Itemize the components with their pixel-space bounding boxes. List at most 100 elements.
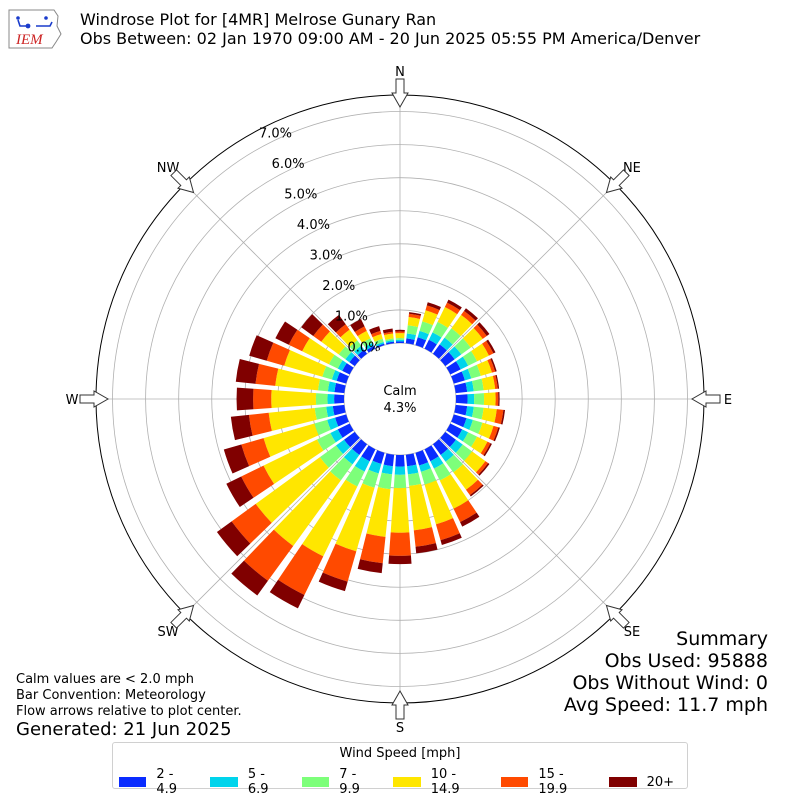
- windrose-bar-segment: [338, 346, 352, 360]
- windrose-bar-segment: [366, 345, 376, 353]
- windrose-bar-segment: [451, 314, 473, 337]
- legend-swatch: [393, 777, 421, 787]
- windrose-bar-segment: [454, 382, 468, 394]
- grid-spoke: [439, 183, 616, 360]
- windrose-bar-segment: [340, 329, 358, 347]
- windrose-bar-segment: [407, 464, 419, 475]
- windrose-bar-segment: [284, 349, 327, 377]
- windrose-bar-segment: [444, 302, 460, 315]
- windrose-bar-segment: [461, 310, 476, 325]
- windrose-bar-segment: [405, 338, 415, 345]
- windrose-bar-segment: [413, 527, 436, 547]
- windrose-bar-segment: [498, 392, 500, 406]
- windrose-bar-segment: [428, 332, 442, 345]
- windrose-bar-segment: [384, 333, 394, 340]
- windrose-bar-segment: [302, 338, 335, 365]
- windrose-bar-segment: [253, 388, 272, 410]
- radial-tick-label: 6.0%: [272, 157, 305, 172]
- windrose-bar-segment: [335, 414, 349, 427]
- windrose-bar-segment: [457, 429, 469, 442]
- chart-subtitle: Obs Between: 02 Jan 1970 09:00 AM - 20 J…: [80, 29, 701, 48]
- windrose-bar-segment: [471, 378, 484, 392]
- legend-swatch: [608, 777, 637, 787]
- windrose-bar-segment: [322, 543, 357, 582]
- windrose-bar-segment: [273, 471, 341, 546]
- windrose-bar-segment: [288, 329, 310, 352]
- legend-swatch: [210, 777, 238, 787]
- windrose-bar-segment: [395, 454, 405, 467]
- windrose-bar-segment: [432, 439, 449, 456]
- generated-date: Generated: 21 Jun 2025: [16, 719, 232, 740]
- radial-tick-label: 3.0%: [310, 249, 343, 264]
- legend-title: Wind Speed [mph]: [339, 746, 461, 761]
- direction-label: NE: [623, 161, 641, 176]
- windrose-bar-segment: [383, 453, 395, 467]
- windrose-bar-segment: [330, 457, 353, 481]
- windrose-bar-segment: [362, 469, 379, 488]
- windrose-bar-segment: [406, 325, 418, 336]
- windrose-bar-segment: [343, 431, 360, 448]
- windrose-bar-segment: [263, 423, 319, 457]
- windrose-bar-segment: [415, 543, 438, 554]
- windrose-bar-segment: [357, 330, 371, 343]
- windrose-bar-segment: [393, 474, 407, 489]
- summary-obs-used: Obs Used: 95888: [604, 650, 768, 672]
- legend-item: 7 - 9.9: [301, 767, 380, 797]
- windrose-bar-segment: [226, 476, 254, 508]
- summary-heading: Summary: [676, 628, 768, 650]
- windrose-bar-segment: [394, 466, 406, 475]
- flow-arrow-icon: [170, 169, 195, 194]
- direction-label: SW: [158, 625, 179, 640]
- bar-convention-note: Bar Convention: Meteorology: [16, 688, 206, 703]
- legend: Wind Speed [mph] 2 - 4.9 5 - 6.9 7 - 9.9 10…: [112, 742, 688, 797]
- windrose-bar-segment: [474, 393, 485, 405]
- flow-arrow-icon: [690, 390, 721, 408]
- windrose-bar-segment: [382, 328, 393, 334]
- windrose-bar-segment: [385, 340, 394, 344]
- windrose-bar-segment: [301, 314, 323, 336]
- windrose-bar-segment: [328, 354, 343, 369]
- legend-label: 7 - 9.9: [339, 767, 360, 797]
- windrose-bar-segment: [415, 450, 429, 466]
- windrose-bar-segment: [405, 453, 417, 467]
- windrose-bar-segment: [486, 339, 496, 354]
- windrose-bar-segment: [263, 439, 324, 484]
- windrose-bar-segment: [372, 334, 383, 342]
- windrose-bar-segment: [408, 312, 422, 316]
- windrose-bar-segment: [318, 572, 348, 592]
- windrose-bar-segment: [313, 324, 330, 342]
- legend-label: 20+: [646, 774, 675, 790]
- windrose-bar-segment: [354, 345, 365, 356]
- legend-swatch: [500, 777, 529, 787]
- windrose-bar-segment: [440, 448, 454, 462]
- windrose-bar-segment: [437, 307, 458, 328]
- logo-text: IEM: [15, 32, 44, 48]
- windrose-bar-segment: [345, 465, 365, 487]
- windrose-bar-segment: [372, 450, 385, 464]
- windrose-bar-segment: [255, 457, 329, 523]
- windrose-bar-segment: [415, 337, 427, 348]
- radial-tick-label: 2.0%: [322, 279, 355, 294]
- direction-label: E: [724, 393, 732, 408]
- windrose-bar-segment: [461, 368, 472, 381]
- windrose-bar-segment: [451, 371, 465, 384]
- windrose-bar-segment: [332, 404, 346, 416]
- windrose-bar-segment: [440, 352, 455, 367]
- windrose-bar-segment: [357, 349, 368, 359]
- windrose-bar-segment: [433, 463, 451, 481]
- windrose-bar-segment: [351, 439, 368, 456]
- windrose-bar-segment: [455, 394, 468, 404]
- windrose-bar-segment: [330, 429, 343, 443]
- windrose-bar-segment: [386, 341, 395, 345]
- windrose-bar-segment: [432, 344, 447, 359]
- windrose-bar-segment: [349, 355, 360, 367]
- windrose-bar-segment: [478, 463, 490, 476]
- windrose-bar-segment: [500, 409, 506, 425]
- windrose-bar-segment: [389, 532, 411, 556]
- windrose-bar-segment: [327, 417, 339, 430]
- windrose-bar-segment: [453, 500, 477, 523]
- windrose-bar-segment: [275, 368, 320, 391]
- windrose-bar-segment: [361, 445, 376, 462]
- windrose-bar-segment: [407, 316, 420, 328]
- windrose-bar-segment: [440, 533, 462, 546]
